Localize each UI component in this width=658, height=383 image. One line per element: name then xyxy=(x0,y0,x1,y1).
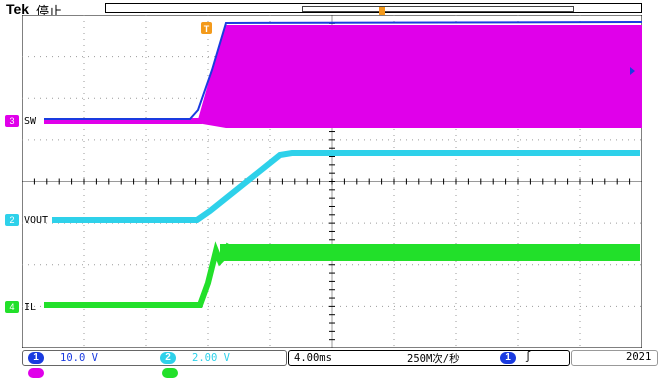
timebase-readout[interactable]: 4.00ms xyxy=(294,352,332,364)
ch1-trace xyxy=(44,21,642,120)
ch1-scale[interactable]: 10.0 V xyxy=(60,352,98,364)
ch2-scale[interactable]: 2.00 V xyxy=(192,352,230,364)
timebase-panel xyxy=(288,350,570,366)
scope-footer: 1 10.0 V 2 2.00 V 4.00ms 250M次/秒 1 ∫ 202… xyxy=(22,348,658,383)
footer-second-row xyxy=(22,368,658,383)
il-trace-ripple xyxy=(220,244,640,261)
trigger-marker: T xyxy=(201,22,212,34)
ch2-badge[interactable]: 2 xyxy=(160,352,176,364)
trigger-position-icon xyxy=(379,7,385,15)
record-length-bar[interactable] xyxy=(105,3,642,15)
vertical-scale-panel xyxy=(22,350,287,366)
brand-logo: Tek xyxy=(6,1,30,17)
sw-trace-baseline xyxy=(44,118,202,124)
trigger-source-badge[interactable]: 1 xyxy=(500,352,516,364)
sw-trace-switching xyxy=(197,25,642,128)
waveform-traces xyxy=(44,21,642,308)
ch3-label: SW xyxy=(24,116,37,127)
ch4-label: IL xyxy=(24,302,37,313)
ch1-badge[interactable]: 1 xyxy=(28,352,44,364)
trigger-t-icon: T xyxy=(204,24,210,34)
date-year: 2021 xyxy=(626,351,652,363)
ch4-marker[interactable]: 4 xyxy=(5,301,19,313)
arrow-left-icon xyxy=(630,67,635,75)
ch2-label: VOUT xyxy=(24,215,49,226)
ch3-marker[interactable]: 3 xyxy=(5,115,19,127)
sample-rate-readout: 250M次/秒 xyxy=(407,353,460,365)
ch4-badge-partial xyxy=(162,368,178,378)
ch3-badge-partial xyxy=(28,368,44,378)
vout-trace xyxy=(52,150,640,223)
record-view-window[interactable] xyxy=(302,6,574,12)
rising-edge-icon: ∫ xyxy=(525,351,532,363)
ch2-marker[interactable]: 2 xyxy=(5,214,19,226)
waveform-display[interactable]: T xyxy=(22,15,642,348)
